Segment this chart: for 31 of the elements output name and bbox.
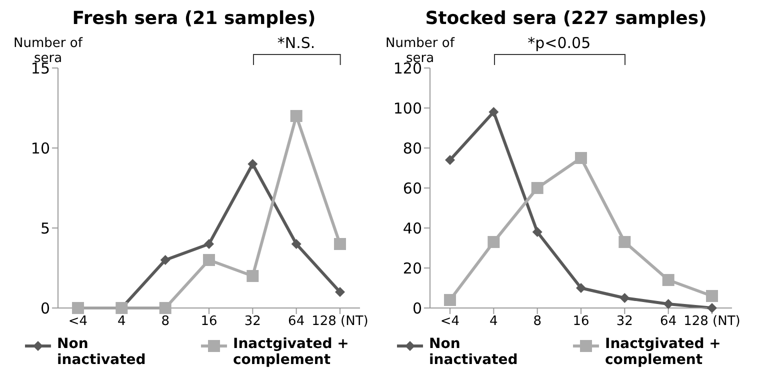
- x-tick-label: 4: [490, 314, 498, 330]
- x-tick-label: 4: [118, 314, 126, 330]
- x-tick-label: <4: [440, 314, 460, 330]
- y-tick-label: 80: [402, 139, 422, 158]
- x-tick-label: 8: [161, 314, 170, 330]
- legend-label: Non inactivated: [429, 336, 519, 368]
- y-tick-label: 0: [412, 299, 422, 318]
- y-tick-label: 20: [402, 259, 422, 278]
- x-tick-label: 16: [200, 314, 218, 330]
- x-tick-label: 128 (NT): [312, 314, 368, 330]
- x-tick-label: 32: [244, 314, 261, 330]
- y-tick-label: 60: [402, 179, 422, 198]
- y-tick-label: 100: [393, 99, 422, 118]
- x-tick-label: 64: [288, 314, 305, 330]
- legend-label: Non inactivated: [57, 336, 147, 368]
- x-tick-label: 32: [616, 314, 633, 330]
- x-tick-label: <4: [68, 314, 88, 330]
- legend-label: Inactgivated + complement: [233, 336, 350, 368]
- chart-title: Fresh sera (21 samples): [71, 8, 317, 29]
- x-tick-label: 8: [533, 314, 542, 330]
- legend-label: Inactgivated + complement: [605, 336, 722, 368]
- y-tick-label: 10: [30, 139, 50, 158]
- x-tick-label: 16: [572, 314, 590, 330]
- x-tick-label: 64: [660, 314, 677, 330]
- y-tick-label: 0: [40, 299, 50, 318]
- text: *N.S.: [276, 34, 316, 52]
- x-tick-label: 128 (NT): [684, 314, 740, 330]
- y-tick-label: 40: [402, 219, 422, 238]
- chart-title: Stocked sera (227 samples): [424, 8, 708, 29]
- y-tick-label: 5: [40, 219, 50, 238]
- text: *p<0.05: [526, 34, 592, 52]
